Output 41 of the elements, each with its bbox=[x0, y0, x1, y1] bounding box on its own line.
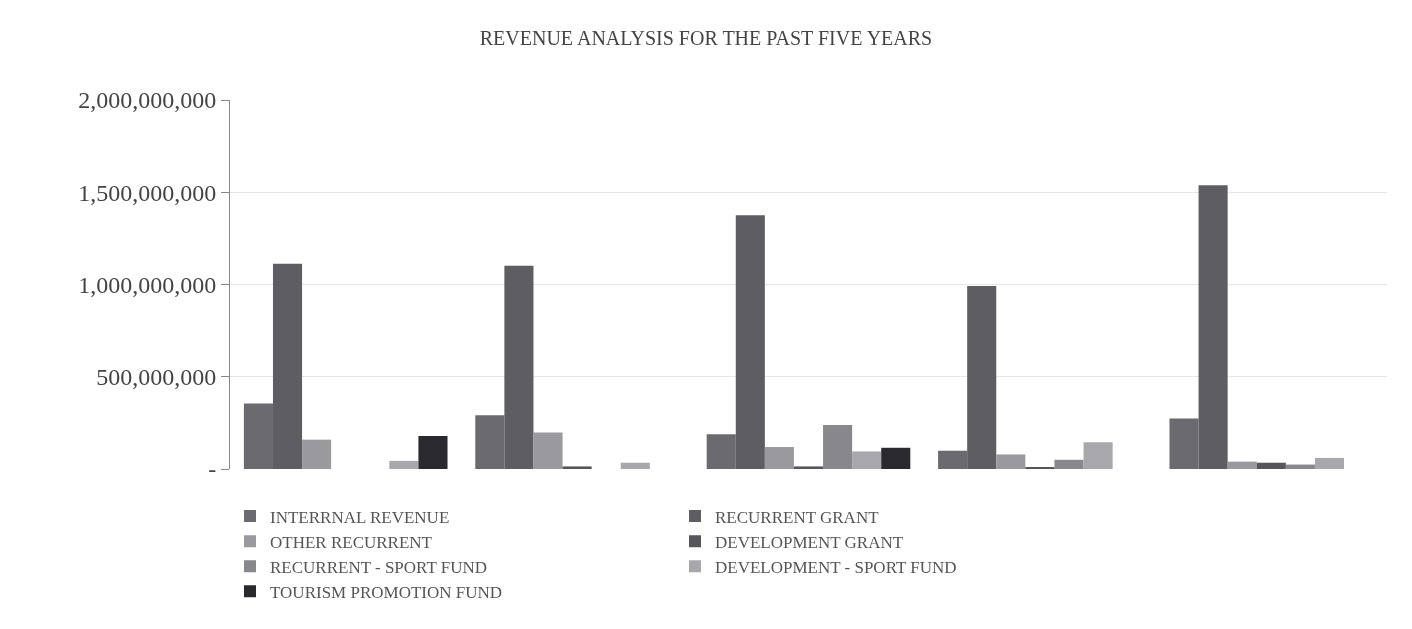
bar bbox=[735, 215, 765, 469]
bar bbox=[706, 434, 736, 469]
bar bbox=[1256, 462, 1286, 469]
legend-label: RECURRENT - SPORT FUND bbox=[270, 557, 488, 577]
bar bbox=[1198, 185, 1228, 469]
bar bbox=[389, 460, 419, 469]
bar bbox=[302, 439, 332, 469]
y-tick-label: 1,000,000,000 bbox=[78, 271, 217, 298]
bar bbox=[793, 466, 824, 469]
bar bbox=[272, 263, 303, 469]
legend-label: TOURISM PROMOTION FUND bbox=[270, 583, 503, 602]
bar bbox=[938, 450, 968, 469]
bar bbox=[852, 451, 882, 469]
legend-label: DEVELOPMENT GRANT bbox=[715, 532, 904, 552]
legend-label: DEVELOPMENT - SPORT FUND bbox=[715, 557, 957, 577]
bar bbox=[1054, 459, 1084, 469]
bar bbox=[533, 432, 563, 469]
bar bbox=[1169, 418, 1199, 469]
bar bbox=[996, 454, 1026, 469]
y-tick-label: 2,000,000,000 bbox=[78, 87, 217, 114]
legend-label: RECURRENT GRANT bbox=[715, 507, 880, 527]
legend-label: INTERRNAL REVENUE bbox=[270, 507, 450, 527]
bar bbox=[1227, 461, 1257, 469]
legend-label: OTHER RECURRENT bbox=[270, 532, 433, 552]
bar bbox=[475, 415, 505, 469]
bar bbox=[620, 462, 650, 469]
bar bbox=[1314, 457, 1345, 469]
bar bbox=[764, 447, 794, 469]
bar bbox=[881, 447, 911, 469]
bar bbox=[562, 466, 592, 469]
y-tick-label: - bbox=[208, 456, 217, 483]
bar bbox=[1285, 464, 1315, 469]
bar bbox=[967, 285, 997, 469]
bar bbox=[1083, 442, 1113, 469]
bar bbox=[418, 435, 448, 469]
bar bbox=[823, 425, 853, 469]
bar bbox=[504, 265, 534, 469]
chart-title: REVENUE ANALYSIS FOR THE PAST FIVE YEARS bbox=[479, 27, 933, 50]
bar bbox=[243, 403, 273, 469]
y-tick-label: 1,500,000,000 bbox=[78, 179, 217, 206]
y-tick-label: 500,000,000 bbox=[96, 364, 217, 391]
